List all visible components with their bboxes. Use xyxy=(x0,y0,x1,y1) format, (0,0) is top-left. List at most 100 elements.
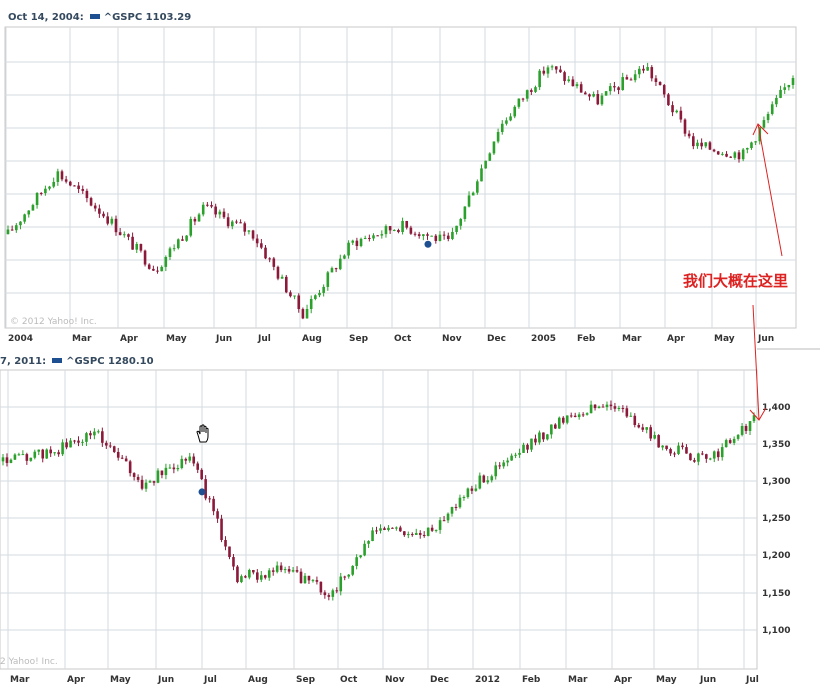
candle xyxy=(538,430,541,445)
candle xyxy=(303,573,307,584)
candle xyxy=(488,152,492,161)
candle xyxy=(152,480,156,486)
x-tick-label: Apr xyxy=(67,675,85,685)
candle xyxy=(268,257,271,263)
candle xyxy=(480,164,483,182)
candle xyxy=(220,514,223,543)
candle xyxy=(530,88,533,95)
candle xyxy=(314,294,317,301)
candle xyxy=(498,462,501,470)
candle xyxy=(65,438,68,450)
candle xyxy=(35,192,39,209)
candle xyxy=(283,566,287,574)
x-tick-label: 2012 xyxy=(475,675,500,685)
candle xyxy=(486,475,490,485)
candle xyxy=(124,455,128,462)
candle xyxy=(581,412,585,417)
candle xyxy=(172,244,176,252)
candle xyxy=(204,475,207,501)
candle xyxy=(351,565,354,577)
x-tick-label: Feb xyxy=(577,334,596,344)
top-chart-header: Oct 14, 2004: ^GSPC 1103.29 xyxy=(8,12,191,23)
candle xyxy=(176,464,180,472)
candle xyxy=(93,202,97,212)
candle xyxy=(85,188,89,203)
candle xyxy=(287,565,291,574)
candle xyxy=(746,147,749,154)
y-tick-label: 1,250 xyxy=(762,514,790,524)
top-chart[interactable]: © 2012 Yahoo! Inc. 2004 Mar Apr May Jun Jul Au… xyxy=(0,0,800,345)
candle xyxy=(172,463,176,474)
x-tick-label: Feb xyxy=(522,675,541,685)
candle xyxy=(27,210,31,218)
candle xyxy=(450,506,454,517)
candle xyxy=(144,479,148,492)
candle xyxy=(271,567,275,576)
candle xyxy=(102,211,105,219)
candle xyxy=(384,224,388,238)
candle xyxy=(112,445,116,454)
candle xyxy=(546,433,549,441)
candle xyxy=(334,267,338,273)
candle xyxy=(176,238,180,250)
candle xyxy=(505,117,508,126)
candle xyxy=(509,113,512,122)
candle xyxy=(662,83,666,98)
candle xyxy=(593,404,597,411)
candle xyxy=(762,116,766,129)
candle xyxy=(417,231,421,239)
candle xyxy=(681,442,684,450)
candle xyxy=(557,416,561,430)
candle xyxy=(561,416,565,425)
candle xyxy=(708,457,712,461)
candle xyxy=(230,220,234,230)
candle xyxy=(31,203,35,211)
candle xyxy=(434,234,438,244)
candle xyxy=(669,447,672,456)
candle xyxy=(192,453,196,467)
candle xyxy=(338,254,342,271)
candle xyxy=(405,220,409,230)
candle xyxy=(766,111,770,124)
candle xyxy=(39,192,43,196)
bottom-chart-panel: 7, 2011: ^GSPC 1280.10 2 Yahoo! Inc. Mar A… xyxy=(0,350,805,695)
candle xyxy=(409,225,413,235)
x-tick-label: Oct xyxy=(340,675,358,685)
candle xyxy=(388,225,392,234)
candle xyxy=(264,245,267,260)
x-tick-label: Mar xyxy=(568,675,588,685)
candle xyxy=(422,531,426,538)
candle xyxy=(327,593,331,601)
candle xyxy=(136,474,140,483)
candle xyxy=(359,555,362,559)
candle xyxy=(605,401,609,411)
candle xyxy=(418,530,422,539)
candle xyxy=(73,439,76,444)
candle xyxy=(554,423,557,430)
x-tick-label: Sep xyxy=(296,675,316,685)
candle xyxy=(48,185,51,191)
candle xyxy=(343,575,347,581)
candle xyxy=(263,574,267,580)
candle xyxy=(720,443,724,461)
bottom-chart[interactable]: 2 Yahoo! Inc. Mar Apr May Jun Jul Aug Sep Oct No… xyxy=(0,350,805,695)
candle xyxy=(156,468,160,484)
candle xyxy=(168,464,172,469)
candle xyxy=(383,526,386,531)
candle xyxy=(633,70,637,83)
candle xyxy=(779,85,782,99)
candle xyxy=(240,574,243,584)
x-tick-label: Mar xyxy=(622,334,642,344)
candle xyxy=(601,403,605,408)
candle xyxy=(224,536,227,551)
candle xyxy=(502,460,505,469)
candle xyxy=(351,239,355,246)
candle xyxy=(25,452,29,465)
top-chart-panel: Oct 14, 2004: ^GSPC 1103.29 © 2012 Yahoo!… xyxy=(0,0,800,345)
candle xyxy=(661,445,664,451)
candle xyxy=(671,101,674,117)
candle xyxy=(212,496,215,516)
candle xyxy=(69,438,72,448)
candle xyxy=(677,442,680,456)
candle xyxy=(629,412,633,417)
